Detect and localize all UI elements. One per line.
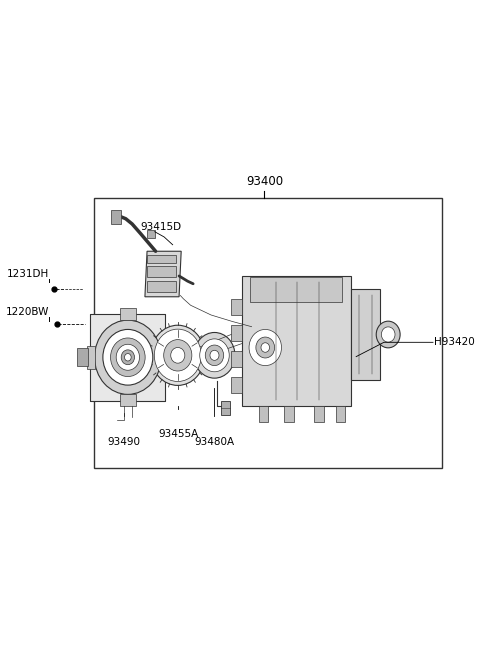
Bar: [285, 406, 294, 422]
Bar: [221, 401, 230, 415]
Bar: [77, 348, 88, 367]
Text: 93400: 93400: [246, 175, 283, 188]
Text: 93480A: 93480A: [194, 438, 235, 447]
Bar: [231, 298, 242, 315]
Ellipse shape: [381, 327, 395, 342]
Bar: [147, 266, 176, 277]
Bar: [147, 255, 176, 263]
Ellipse shape: [210, 350, 219, 360]
Ellipse shape: [110, 338, 145, 377]
Bar: [231, 377, 242, 393]
Ellipse shape: [256, 337, 275, 358]
Ellipse shape: [151, 325, 205, 386]
Bar: [251, 277, 342, 302]
Ellipse shape: [116, 344, 140, 370]
Bar: [147, 230, 155, 238]
Bar: [90, 314, 166, 401]
Bar: [120, 394, 135, 406]
Polygon shape: [145, 251, 181, 297]
Ellipse shape: [376, 321, 400, 348]
Bar: [161, 346, 169, 369]
Bar: [350, 289, 381, 380]
Text: 93455A: 93455A: [158, 430, 198, 440]
Text: 1231DH: 1231DH: [7, 268, 49, 279]
Ellipse shape: [95, 320, 161, 394]
Ellipse shape: [121, 350, 134, 365]
Ellipse shape: [154, 329, 201, 382]
Bar: [94, 198, 442, 468]
Ellipse shape: [205, 345, 224, 365]
Bar: [111, 210, 121, 224]
Ellipse shape: [194, 333, 235, 378]
Ellipse shape: [103, 329, 153, 385]
Bar: [231, 325, 242, 341]
Ellipse shape: [200, 339, 229, 372]
Ellipse shape: [261, 342, 270, 352]
Text: 93415D: 93415D: [141, 222, 182, 232]
Bar: [120, 308, 135, 320]
Ellipse shape: [124, 354, 131, 361]
Bar: [314, 406, 324, 422]
Bar: [259, 406, 268, 422]
Text: 93490: 93490: [107, 438, 140, 447]
Ellipse shape: [164, 340, 192, 371]
Bar: [242, 276, 350, 406]
Ellipse shape: [171, 348, 185, 363]
Text: H93420: H93420: [434, 337, 475, 347]
Bar: [87, 346, 95, 369]
Bar: [147, 281, 176, 292]
Bar: [231, 351, 242, 367]
Text: 1220BW: 1220BW: [5, 307, 49, 317]
Ellipse shape: [249, 329, 281, 365]
Bar: [336, 406, 345, 422]
